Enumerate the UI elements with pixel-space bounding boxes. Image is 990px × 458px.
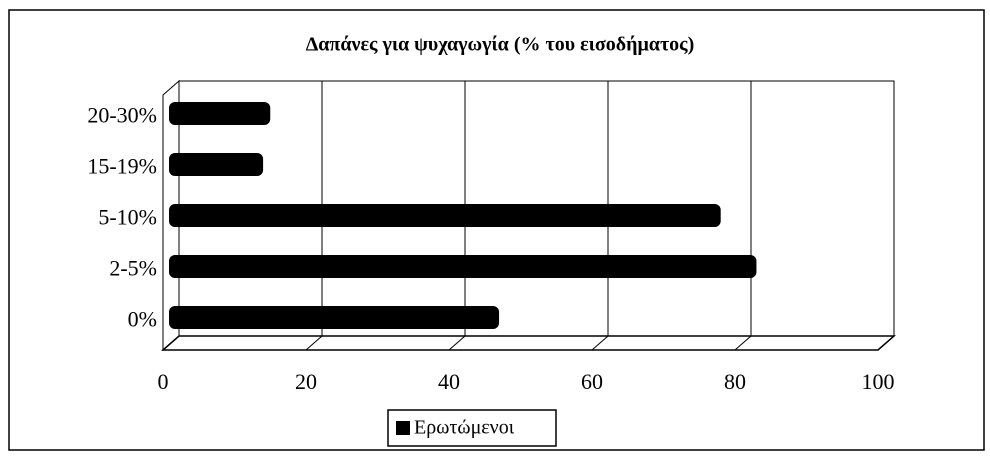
bar <box>169 306 500 329</box>
legend-label: Ερωτώμενοι <box>414 417 515 439</box>
bar <box>169 102 271 125</box>
y-tick-label: 15-19% <box>87 154 157 179</box>
y-tick-label: 5-10% <box>98 205 157 230</box>
floor <box>161 335 896 351</box>
x-tick-label: 60 <box>581 369 603 394</box>
legend-swatch <box>396 421 410 435</box>
x-tick-label: 40 <box>438 369 460 394</box>
grid-line <box>877 81 895 351</box>
grid-line <box>734 81 752 351</box>
x-tick-label: 20 <box>295 369 317 394</box>
grid-line <box>305 81 323 351</box>
bar <box>169 255 757 278</box>
chart-title: Δαπάνες για ψυχαγωγία (% του εισοδήματος… <box>306 34 695 56</box>
x-tick-label: 0 <box>158 369 169 394</box>
bar <box>169 153 264 176</box>
y-tick-label: 0% <box>128 307 157 332</box>
legend-box <box>387 409 557 447</box>
bar <box>169 204 721 227</box>
x-tick-label: 80 <box>724 369 746 394</box>
x-tick-label: 100 <box>862 369 895 394</box>
grid-line <box>448 81 466 351</box>
grid-line <box>591 81 609 351</box>
y-tick-label: 20-30% <box>87 103 157 128</box>
y-tick-label: 2-5% <box>109 256 157 281</box>
